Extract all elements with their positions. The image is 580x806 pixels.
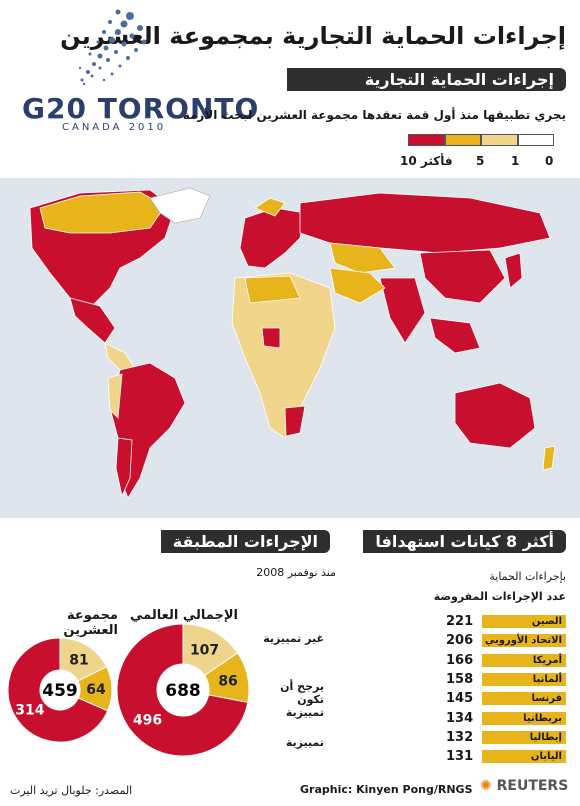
russia-region — [299, 192, 551, 254]
category-label-likely: يرجح أن تكون تمييزية — [280, 680, 324, 719]
donut-slice-label-1: 86 — [218, 674, 237, 690]
southeast-asia-region — [429, 317, 481, 354]
donut-slice-label-1: 64 — [86, 682, 106, 698]
donut-slice-label-0: 81 — [69, 652, 88, 668]
category-label-nondiscriminatory: غير تمييزية — [263, 632, 324, 645]
global-donut-title: الإجمالي العالمي — [130, 608, 238, 623]
rank-row: فرنسا 145 — [344, 689, 566, 708]
g20-donut-title: مجموعة العشرين — [63, 608, 118, 638]
map-section-header: إجراءات الحماية التجارية — [287, 68, 566, 91]
rank-row: ألمانيا 158 — [344, 670, 566, 689]
map-subtitle: يجري تطبيقها منذ أول قمة تعقدها مجموعة ا… — [182, 108, 566, 122]
rank-row: إيطاليا 132 — [344, 728, 566, 747]
rank-row: الصين 221 — [344, 612, 566, 631]
donut-slice-2 — [7, 637, 109, 743]
donut-total: 688 — [165, 681, 201, 701]
legend-tick-1: 1 — [511, 154, 520, 168]
new-zealand-region — [542, 445, 556, 471]
ranking-column-label: عدد الإجراءات المفروضة — [433, 590, 566, 603]
measures-header: الإجراءات المطبقة — [160, 530, 330, 553]
andes-region — [107, 373, 123, 419]
donut-slice-label-2: 496 — [133, 712, 162, 728]
page-title: إجراءات الحماية التجارية بمجموعة العشرين — [60, 22, 566, 50]
argentina-region — [115, 437, 133, 498]
g20-donut: 81 64 314 459 — [7, 637, 113, 743]
rank-row: بريطانيا 134 — [344, 708, 566, 727]
europe-region — [239, 207, 306, 269]
donut-slice-label-0: 107 — [190, 642, 219, 658]
rank-row: أمريكا 166 — [344, 651, 566, 670]
central-asia-region — [329, 242, 396, 274]
donut-total: 459 — [42, 681, 78, 701]
rank-row: اليابان 131 — [344, 747, 566, 766]
graphic-credit: Graphic: Kinyen Pong/RNGS — [300, 783, 473, 796]
donut-slice-label-2: 314 — [15, 703, 44, 719]
g20-logo-sub: CANADA 2010 — [62, 122, 167, 133]
scandinavia-region — [254, 197, 286, 217]
middle-east-region — [329, 267, 386, 304]
ranking-header: أكثر 8 كيانات استهدافا — [363, 530, 566, 553]
rank-row: الاتحاد الأوروبي 206 — [344, 631, 566, 650]
legend-tick-5: 5 — [476, 154, 485, 168]
greenland-region — [149, 187, 211, 224]
canada-region — [39, 191, 166, 234]
world-map — [0, 178, 580, 518]
ranking-subheader: بإجراءات الحماية — [489, 570, 566, 583]
china-region — [419, 249, 506, 304]
japan-region — [504, 252, 523, 289]
source-note: المصدر: جلوبال تريد اليرت — [10, 784, 133, 797]
australia-region — [454, 382, 536, 449]
map-legend — [408, 134, 554, 146]
reuters-logo: ✺ REUTERS — [480, 778, 569, 794]
north-africa-region — [244, 275, 301, 304]
ranking-list: الصين 221 الاتحاد الأوروبي 206 أمريكا 166 أ… — [344, 612, 566, 766]
nigeria-region — [261, 327, 281, 349]
india-region — [379, 277, 426, 344]
g20-logo-text: G20 TORONTO — [22, 92, 260, 125]
legend-tick-0: 0 — [545, 154, 554, 168]
category-label-discriminatory: تمييزية — [285, 736, 324, 749]
legend-label-more: 10 فأكثر — [400, 154, 453, 168]
reuters-dot-icon: ✺ — [480, 778, 492, 794]
measures-since: منذ نوفمبر 2008 — [256, 566, 336, 579]
donut-slice-2 — [116, 623, 249, 757]
south-africa-region — [284, 405, 306, 437]
g20-logo-mark — [78, 9, 147, 86]
